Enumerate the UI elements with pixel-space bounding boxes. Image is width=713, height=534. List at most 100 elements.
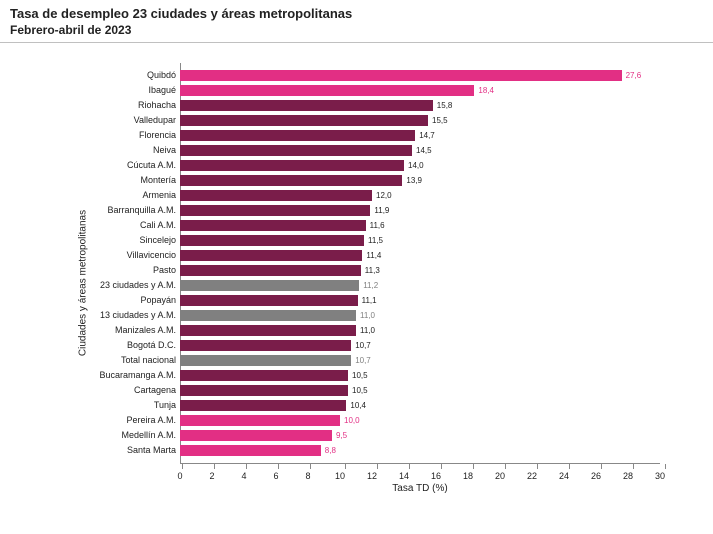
bar-value-label: 12,0 (376, 191, 392, 200)
bar (180, 175, 402, 186)
bar-value-label: 27,6 (626, 71, 642, 80)
bar-row: Pasto 11,3 (40, 263, 660, 277)
bar-category-label: 13 ciudades y A.M. (40, 310, 180, 320)
bar-category-label: Bucaramanga A.M. (40, 370, 180, 380)
bar-row: Tunja10,4 (40, 398, 660, 412)
bar (180, 355, 351, 366)
bar (180, 160, 404, 171)
bar (180, 295, 358, 306)
bar-value-label: 10,5 (352, 386, 368, 395)
chart-header: Tasa de desempleo 23 ciudades y áreas me… (0, 0, 713, 43)
bar-row: Ibagué 18,4 (40, 83, 660, 97)
bar-row: 13 ciudades y A.M. 11,0 (40, 308, 660, 322)
bar-category-label: Pasto (40, 265, 180, 275)
bar (180, 445, 321, 456)
bar-value-label: 15,8 (437, 101, 453, 110)
bar (180, 385, 348, 396)
bar-category-label: Florencia (40, 130, 180, 140)
bar (180, 340, 351, 351)
bar-row: Barranquilla A.M.11,9 (40, 203, 660, 217)
bar (180, 370, 348, 381)
bar-row: Neiva 14,5 (40, 143, 660, 157)
bar-value-label: 11,5 (368, 236, 383, 245)
bar-category-label: Armenia (40, 190, 180, 200)
bar-category-label: Santa Marta (40, 445, 180, 455)
bar-value-label: 11,1 (362, 296, 377, 305)
bar (180, 220, 366, 231)
x-tick: 30 (660, 464, 670, 481)
bar-row: Pereira A.M. 10,0 (40, 413, 660, 427)
bar-row: Popayán 11,1 (40, 293, 660, 307)
bar-value-label: 11,6 (370, 221, 385, 230)
bar-value-label: 11,4 (366, 251, 381, 260)
bar (180, 70, 622, 81)
x-tick: 28 (628, 464, 638, 481)
bar-category-label: Bogotá D.C. (40, 340, 180, 350)
bar-value-label: 14,5 (416, 146, 432, 155)
bar-row: Valledupar 15,5 (40, 113, 660, 127)
bar-value-label: 11,9 (374, 206, 389, 215)
bar-category-label: Valledupar (40, 115, 180, 125)
bar-category-label: Pereira A.M. (40, 415, 180, 425)
bar-row: Bogotá D.C.10,7 (40, 338, 660, 352)
x-tick: 12 (372, 464, 382, 481)
bar-value-label: 14,0 (408, 161, 424, 170)
bar (180, 265, 361, 276)
x-tick: 16 (436, 464, 446, 481)
bar-category-label: Total nacional (40, 355, 180, 365)
bar (180, 430, 332, 441)
bar-value-label: 11,3 (365, 266, 380, 275)
bar (180, 280, 359, 291)
bar-category-label: Cúcuta A.M. (40, 160, 180, 170)
bar-value-label: 8,8 (325, 446, 336, 455)
bar-value-label: 11,2 (363, 281, 378, 290)
bar-row: Medellín A.M.9,5 (40, 428, 660, 442)
bar (180, 235, 364, 246)
bar-value-label: 15,5 (432, 116, 448, 125)
bar-value-label: 10,0 (344, 416, 360, 425)
x-tick: 14 (404, 464, 414, 481)
chart-subtitle: Febrero-abril de 2023 (10, 23, 703, 39)
bar (180, 250, 362, 261)
x-axis-label: Tasa TD (%) (180, 483, 660, 494)
bar-row: Cali A.M. 11,6 (40, 218, 660, 232)
bar-row: Manizales A.M.11,0 (40, 323, 660, 337)
bar-value-label: 18,4 (478, 86, 494, 95)
bar-category-label: Ibagué (40, 85, 180, 95)
bar-row: Santa Marta 8,8 (40, 443, 660, 457)
bar-category-label: Sincelejo (40, 235, 180, 245)
bar-category-label: Popayán (40, 295, 180, 305)
bar (180, 85, 474, 96)
bar-value-label: 14,7 (419, 131, 435, 140)
x-tick: 24 (564, 464, 574, 481)
bar-row: Total nacional10,7 (40, 353, 660, 367)
bar-row: Sincelejo 11,5 (40, 233, 660, 247)
bar-category-label: Manizales A.M. (40, 325, 180, 335)
bar (180, 400, 346, 411)
bar-category-label: Montería (40, 175, 180, 185)
x-tick: 0 (180, 464, 185, 481)
x-tick: 10 (340, 464, 350, 481)
bar-category-label: Villavicencio (40, 250, 180, 260)
bar-row: Riohacha 15,8 (40, 98, 660, 112)
bar-category-label: Quibdó (40, 70, 180, 80)
bar-value-label: 11,0 (360, 311, 375, 320)
bar-category-label: 23 ciudades y A.M. (40, 280, 180, 290)
x-tick: 6 (276, 464, 281, 481)
bar-row: Cartagena10,5 (40, 383, 660, 397)
bar-category-label: Neiva (40, 145, 180, 155)
bars-container: Quibdó27,6Ibagué18,4Riohacha15,8Valledup… (180, 63, 660, 463)
x-tick: 20 (500, 464, 510, 481)
chart-area: Ciudades y áreas metropolitanas Quibdó27… (40, 63, 680, 503)
bar-value-label: 10,5 (352, 371, 368, 380)
x-tick: 26 (596, 464, 606, 481)
bar-row: Montería 13,9 (40, 173, 660, 187)
bar-category-label: Cali A.M. (40, 220, 180, 230)
x-tick: 22 (532, 464, 542, 481)
x-tick: 18 (468, 464, 478, 481)
bar-value-label: 13,9 (406, 176, 422, 185)
chart-title: Tasa de desempleo 23 ciudades y áreas me… (10, 6, 703, 23)
bar-row: Quibdó 27,6 (40, 68, 660, 82)
bar-category-label: Riohacha (40, 100, 180, 110)
bar (180, 310, 356, 321)
